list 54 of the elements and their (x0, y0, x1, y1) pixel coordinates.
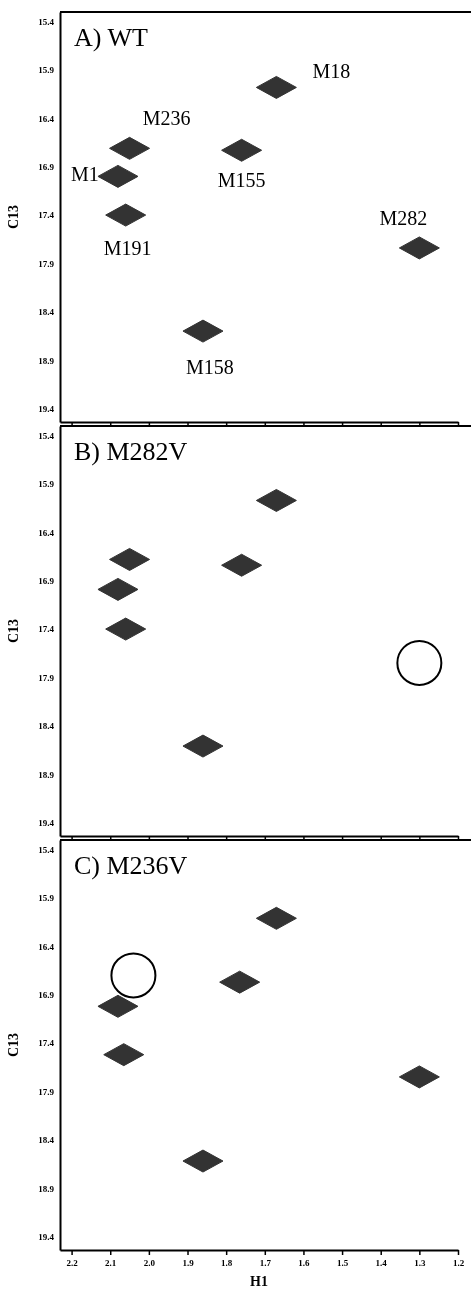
y-tick-label: 15.9 (38, 893, 55, 904)
y-tick-label: 15.4 (38, 431, 55, 442)
chart-title: A) WT (74, 23, 148, 52)
x-tick-label: 1.4 (375, 1258, 388, 1269)
x-tick-label: 1.8 (221, 1258, 233, 1269)
point (110, 952, 157, 999)
x-tick-label: 1.2 (452, 1258, 465, 1269)
chart-title: C) M236V (74, 851, 188, 880)
y-tick-label: 19.4 (38, 403, 55, 414)
y-tick-label: 15.4 (38, 845, 55, 856)
y-tick-label: 18.9 (38, 769, 55, 780)
annotation: M18 (312, 60, 351, 83)
x-tick-label: 1.5 (336, 1258, 349, 1269)
chart-title: B) M282V (74, 437, 188, 466)
annotation: M158 (186, 355, 234, 378)
x-tick-label: 1.3 (414, 1258, 426, 1269)
y-tick-label: 18.4 (38, 1135, 55, 1146)
y-axis-title: C13 (6, 618, 21, 644)
y-tick-label: 18.9 (38, 355, 55, 366)
y-tick-label: 17.4 (38, 210, 55, 221)
annotation: M236 (142, 106, 191, 129)
y-tick-label: 17.9 (38, 672, 55, 683)
point (396, 639, 443, 686)
y-tick-label: 16.4 (38, 941, 55, 952)
x-tick-label: 1.9 (182, 1258, 195, 1269)
x-tick-label: 1.7 (259, 1258, 272, 1269)
x-tick-label: 2.1 (105, 1258, 117, 1269)
x-axis-title: H1 (250, 1274, 268, 1289)
y-tick-label: 17.9 (38, 1086, 55, 1097)
y-tick-label: 15.9 (38, 479, 55, 490)
y-tick-label: 15.4 (38, 17, 55, 28)
y-tick-label: 15.9 (38, 65, 55, 76)
x-tick-label: 2.2 (66, 1258, 79, 1269)
y-tick-label: 16.9 (38, 162, 55, 173)
x-tick-label: 1.6 (298, 1258, 311, 1269)
annotation: M1 (71, 162, 99, 185)
y-tick-label: 17.4 (38, 624, 55, 635)
y-tick-label: 16.9 (38, 990, 55, 1001)
annotation: M191 (103, 236, 152, 259)
y-tick-label: 16.9 (38, 576, 55, 587)
y-tick-label: 18.9 (38, 1183, 55, 1194)
y-tick-label: 16.4 (38, 527, 55, 538)
y-tick-label: 18.4 (38, 721, 55, 732)
y-tick-label: 16.4 (38, 113, 55, 124)
y-tick-label: 18.4 (38, 307, 55, 318)
y-axis-title: C13 (6, 204, 21, 230)
y-tick-label: 19.4 (38, 1231, 55, 1242)
y-tick-label: 19.4 (38, 817, 55, 828)
annotation: M282 (379, 206, 428, 229)
y-axis-title: C13 (6, 1032, 21, 1058)
annotation: M155 (217, 168, 266, 191)
x-tick-label: 2.0 (143, 1258, 156, 1269)
y-tick-label: 17.4 (38, 1038, 55, 1049)
y-tick-label: 17.9 (38, 258, 55, 269)
